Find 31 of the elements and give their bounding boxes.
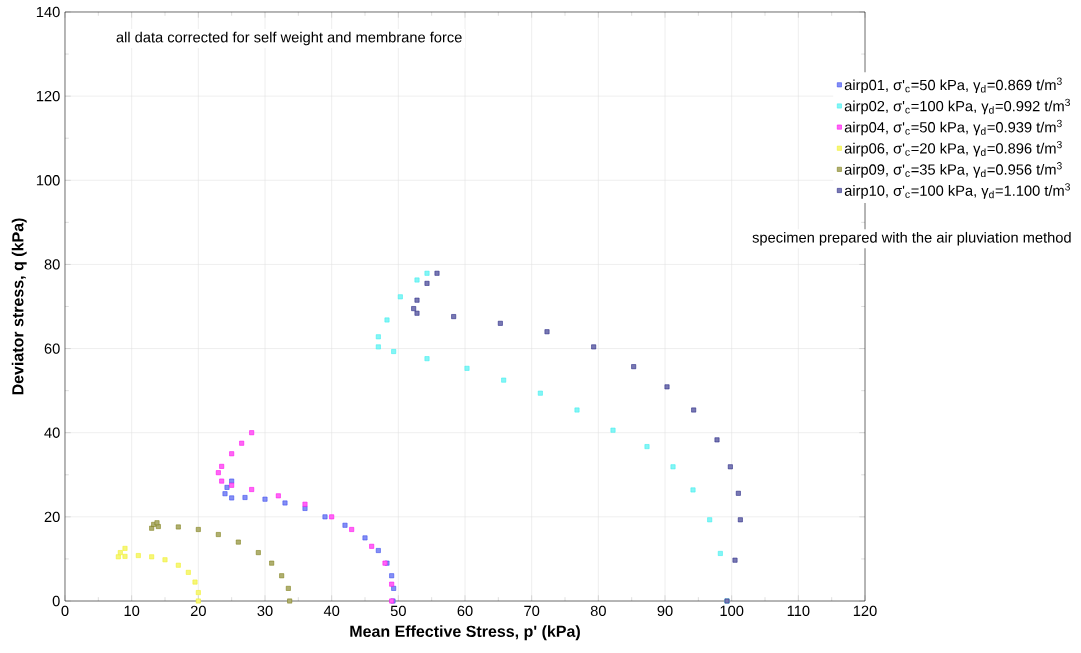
x-tick-label: 60: [457, 605, 473, 617]
legend-label: airp02, σ'$_{c}$=100 kPa, γ$_{d}$=0.992 t/m$^{3}$: [844, 98, 1070, 115]
annotation: all data corrected for self weight and membrane force: [116, 31, 462, 46]
x-tick-label: 0: [61, 605, 69, 617]
y-tick-label: 20: [44, 511, 60, 523]
legend-label: airp06, σ'$_{c}$=20 kPa, γ$_{d}$=0.896 t/m$^{3}$: [844, 140, 1062, 157]
x-tick-label: 120: [853, 605, 877, 617]
legend-label: airp09, σ'$_{c}$=35 kPa, γ$_{d}$=0.956 t/m$^{3}$: [844, 162, 1062, 178]
y-tick-label: 100: [36, 175, 60, 186]
legend-label: airp01, σ'$_{c}$=50 kPa, γ$_{d}$=0.869 t/m$^{3}$: [844, 77, 1062, 94]
x-tick-label: 30: [257, 605, 273, 617]
x-tick-label: 80: [590, 605, 606, 617]
x-tick-label: 40: [323, 605, 340, 617]
x-tick-label: 50: [390, 605, 406, 617]
x-axis-title: Mean Effective Stress, p' (kPa): [350, 625, 580, 641]
x-tick-label: 10: [124, 605, 140, 617]
x-tick-label: 100: [720, 605, 744, 617]
x-tick-label: 20: [190, 605, 206, 617]
legend-label: airp04, σ'$_{c}$=50 kPa, γ$_{d}$=0.939 t/m$^{3}$: [844, 119, 1062, 136]
y-axis-title: Deviator stress, q (kPa): [11, 218, 27, 395]
x-tick-label: 70: [524, 605, 540, 617]
legend-label: airp10, σ'$_{c}$=100 kPa, γ$_{d}$=1.100 t/m$^{3}$: [844, 183, 1070, 199]
y-tick-label: 40: [44, 427, 60, 438]
y-tick-label: 120: [36, 90, 60, 102]
annotation: specimen prepared with the air pluviation method: [752, 231, 1071, 246]
x-tick-label: 90: [657, 605, 673, 617]
x-tick-label: 110: [787, 605, 810, 617]
y-tick-label: 60: [44, 343, 60, 354]
y-tick-label: 80: [44, 259, 60, 270]
y-tick-label: 140: [36, 6, 60, 18]
y-tick-label: 0: [52, 595, 60, 607]
